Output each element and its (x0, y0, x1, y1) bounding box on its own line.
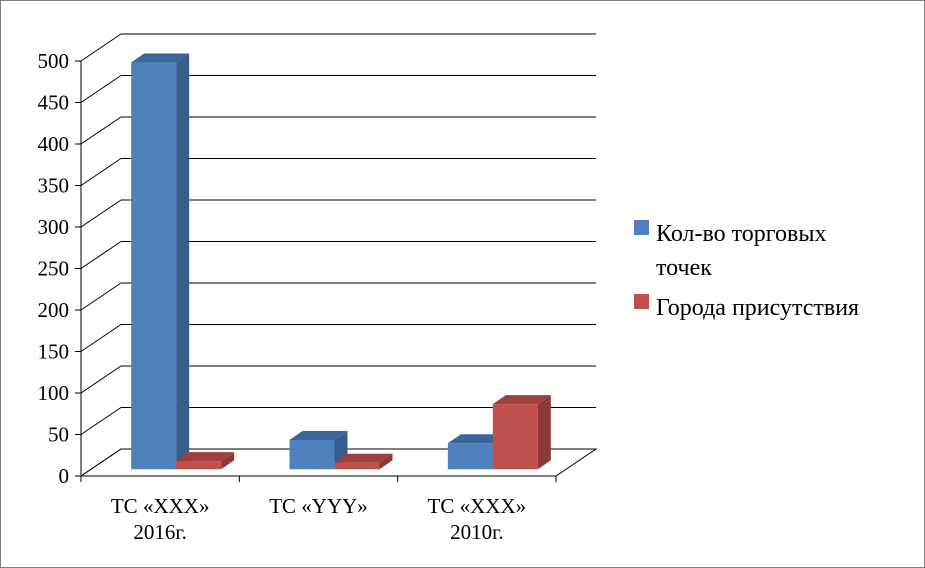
side-grid-500 (80, 33, 122, 62)
side-grid-350 (80, 158, 122, 186)
bar-0-0 (131, 62, 177, 470)
legend-label-0-1: точек (656, 255, 712, 281)
category-label-1-0: ТС «YYY» (269, 494, 368, 518)
bar-top-0-0 (131, 53, 190, 63)
y-tick-label-0: 0 (59, 464, 70, 488)
category-label-0-0: ТС «XXX» (111, 494, 210, 518)
legend-swatch-0 (634, 220, 649, 235)
legend-swatch-1 (634, 294, 649, 309)
bar-0-1 (289, 439, 335, 470)
side-grid-300 (80, 199, 122, 228)
side-grid-150 (80, 324, 122, 352)
bar-top-1-1 (334, 453, 393, 463)
y-tick-label-300: 300 (38, 215, 70, 239)
side-grid-50 (80, 407, 122, 435)
y-tick-label-50: 50 (48, 423, 69, 447)
bar-side-1-0 (221, 452, 235, 470)
y-tick-label-500: 500 (38, 49, 70, 73)
y-tick-label-350: 350 (38, 174, 70, 198)
legend-label-0-0: Кол-во торговых (656, 221, 827, 247)
y-tick-label-450: 450 (38, 91, 70, 115)
bar-side-1-1 (379, 453, 393, 470)
bar-top-1-2 (492, 395, 551, 405)
y-tick-label-100: 100 (38, 381, 70, 405)
bar-1-1 (334, 462, 380, 470)
bar-top-0-2 (447, 434, 506, 444)
y-tick-label-200: 200 (38, 298, 70, 322)
legend-label-1-0: Города присутствия (656, 295, 859, 321)
side-grid-400 (80, 116, 122, 145)
bar-top-1-0 (176, 452, 235, 462)
bar-side-0-0 (176, 53, 190, 470)
bar-0-2 (447, 443, 493, 470)
bar-1-2 (492, 404, 538, 470)
y-tick-label-400: 400 (38, 132, 70, 156)
side-grid-250 (80, 241, 122, 269)
bar-top-0-1 (289, 430, 348, 440)
bar-side-1-2 (537, 395, 551, 470)
y-tick-label-150: 150 (38, 340, 70, 364)
bar-1-0 (176, 461, 222, 470)
side-grid-100 (80, 365, 122, 394)
y-tick-label-250: 250 (38, 257, 70, 281)
category-label-0-1: 2016г. (133, 520, 187, 544)
category-label-2-0: ТС «XXX» (428, 494, 527, 518)
category-label-2-1: 2010г. (450, 520, 504, 544)
side-grid-450 (80, 75, 122, 103)
side-grid-200 (80, 282, 122, 311)
